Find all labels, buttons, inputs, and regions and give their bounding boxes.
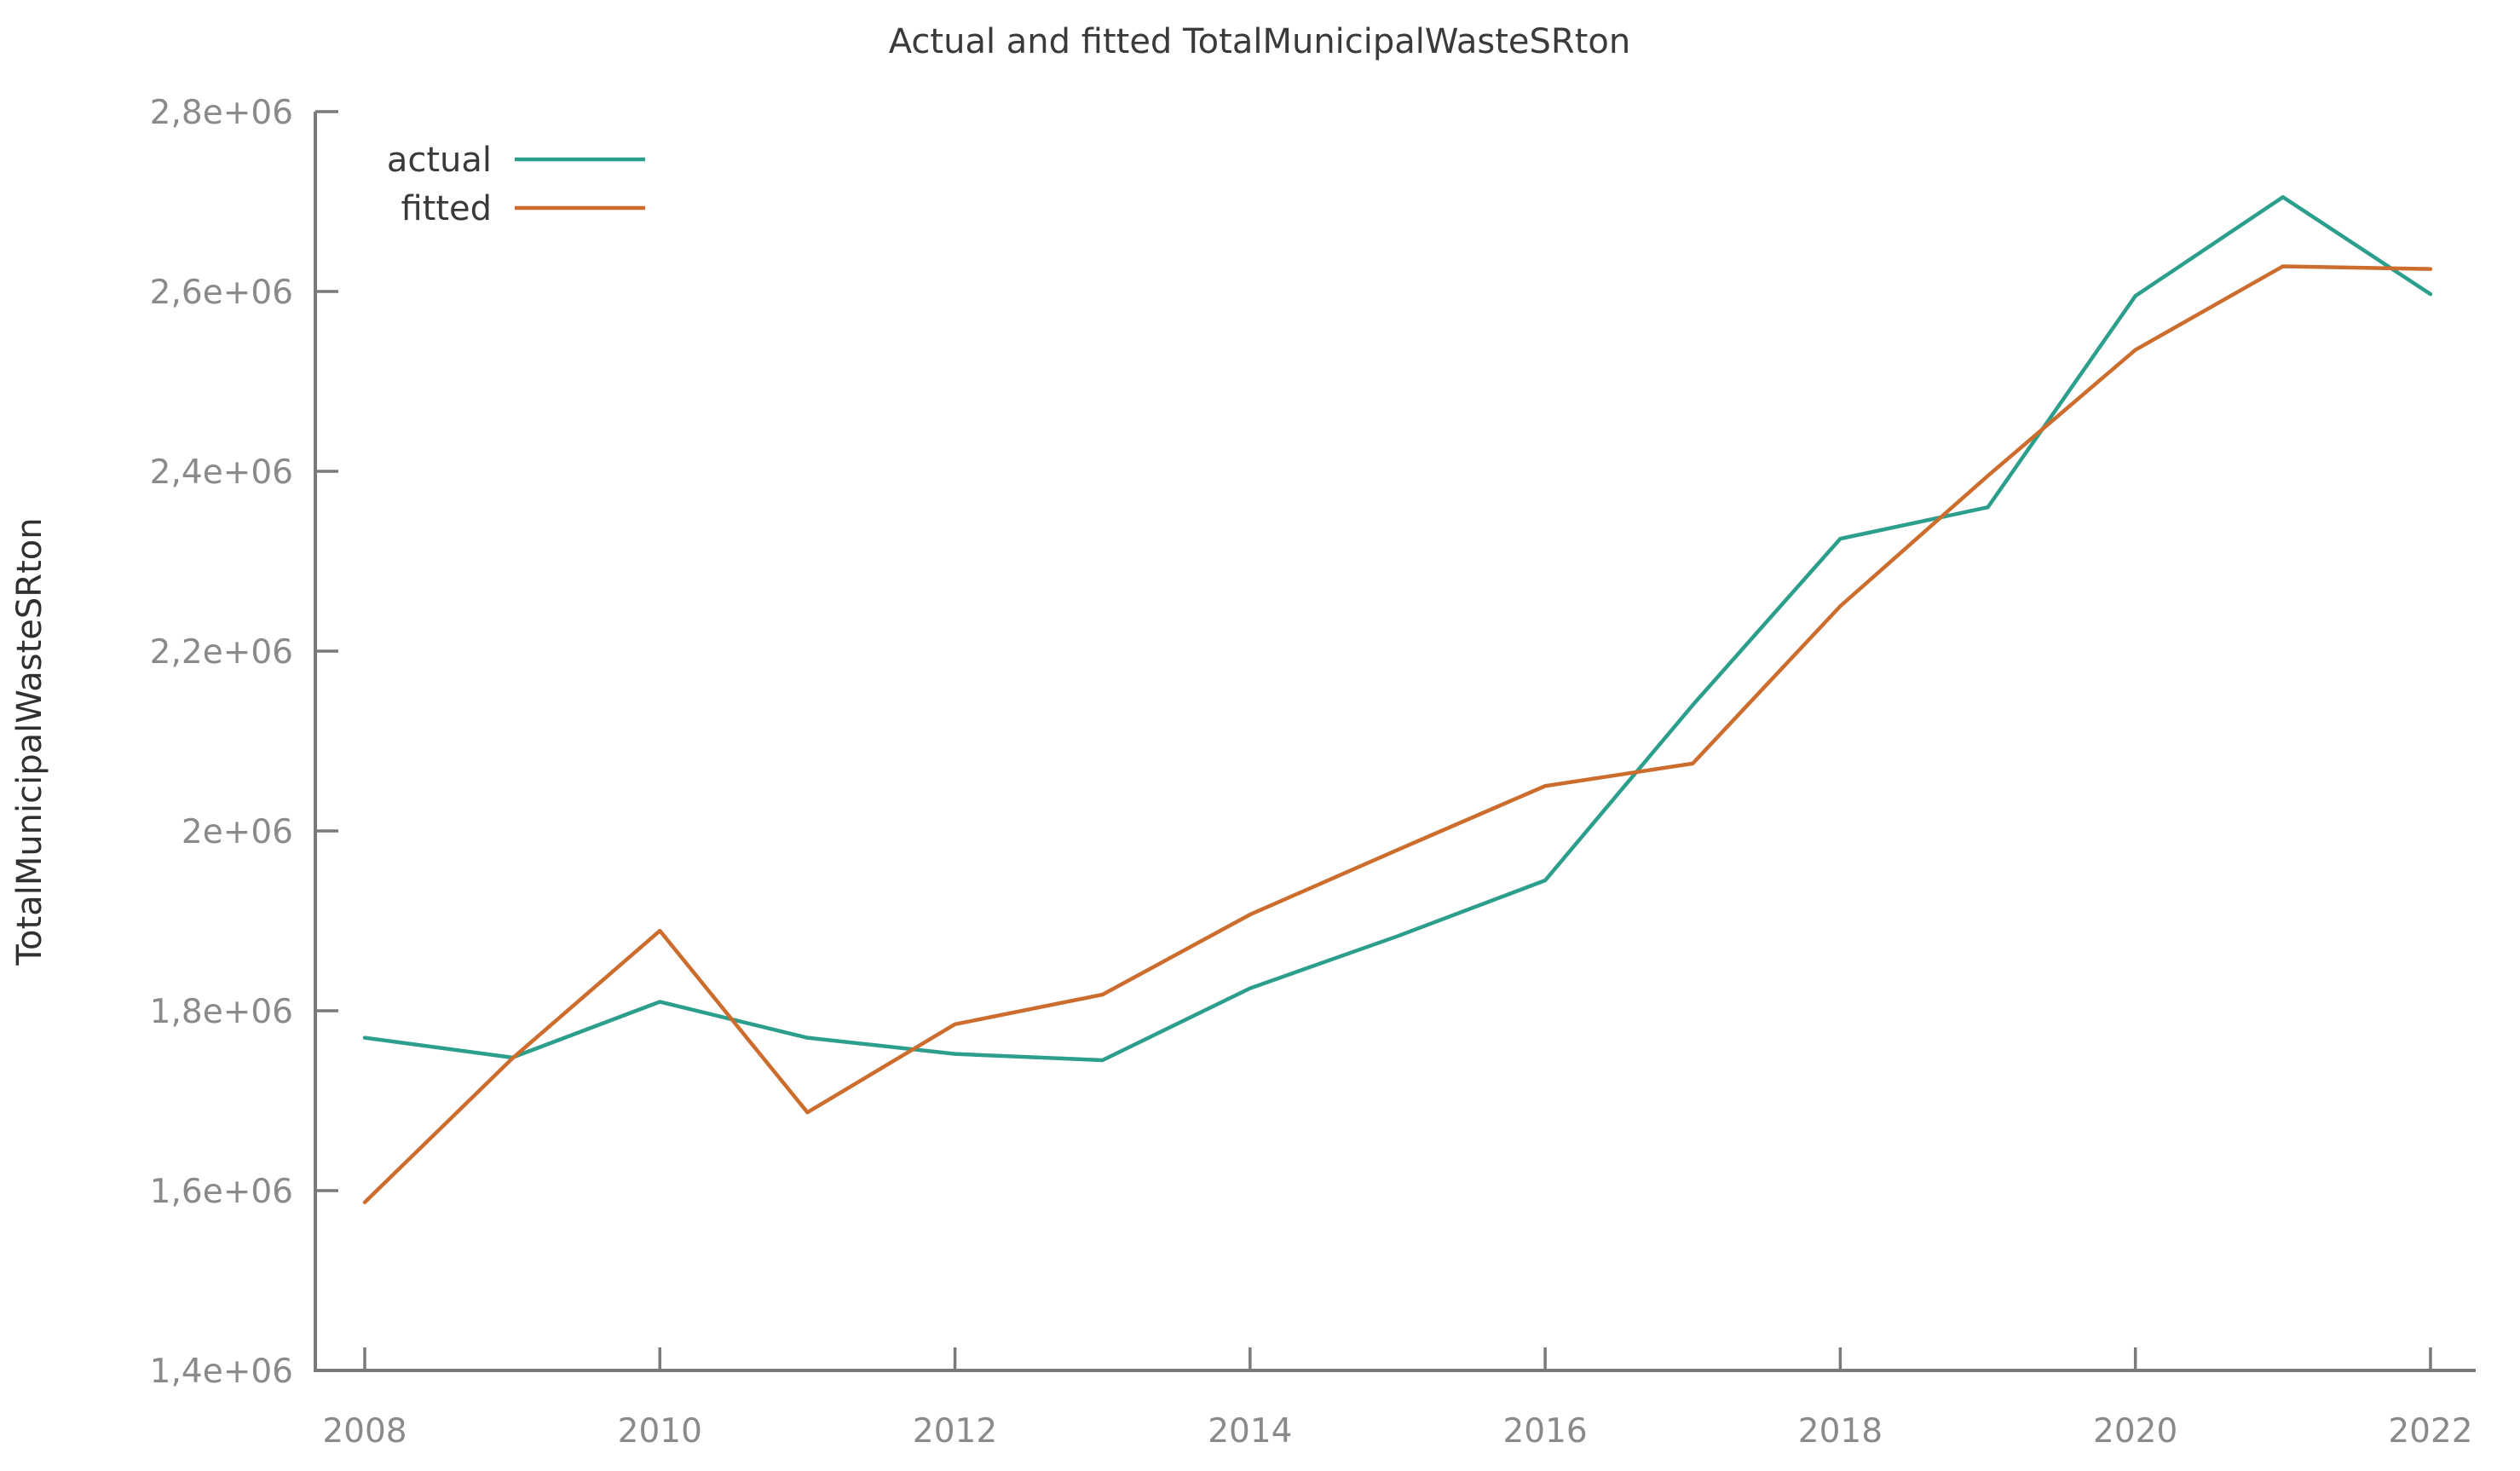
x-tick-label: 2020 <box>2093 1412 2177 1451</box>
x-tick-label: 2014 <box>1208 1412 1292 1451</box>
x-tick-label: 2010 <box>618 1412 702 1451</box>
y-tick-label: 2,8e+06 <box>150 94 293 132</box>
x-tick-label: 2008 <box>322 1412 407 1451</box>
y-tick-label: 2,2e+06 <box>150 633 293 672</box>
y-tick-label: 2,4e+06 <box>150 453 293 492</box>
legend-label-fitted: fitted <box>401 189 492 228</box>
x-tick-label: 2018 <box>1798 1412 1883 1451</box>
legend-label-actual: actual <box>387 141 492 180</box>
y-tick-label: 2,6e+06 <box>150 274 293 312</box>
y-tick-label: 2e+06 <box>182 813 293 851</box>
chart-title: Actual and fitted TotalMunicipalWasteSRt… <box>889 22 1630 61</box>
axes-layer: 1,4e+06 1,6e+06 1,8e+06 2e+06 2,2e+06 2,4e+06… <box>150 94 2476 1451</box>
plot-area <box>362 194 2433 1204</box>
x-tick-label: 2016 <box>1502 1412 1587 1451</box>
legend: actual fitted <box>387 141 645 228</box>
y-axis-label: TotalMunicipalWasteSRton <box>10 517 49 966</box>
series-line-actual <box>362 194 2433 1063</box>
y-tick-label: 1,6e+06 <box>150 1173 293 1211</box>
y-tick-label: 1,8e+06 <box>150 993 293 1031</box>
x-tick-label: 2022 <box>2388 1412 2472 1451</box>
series-line-fitted <box>362 264 2433 1204</box>
x-tick-label: 2012 <box>913 1412 997 1451</box>
y-tick-label: 1,4e+06 <box>150 1353 293 1391</box>
